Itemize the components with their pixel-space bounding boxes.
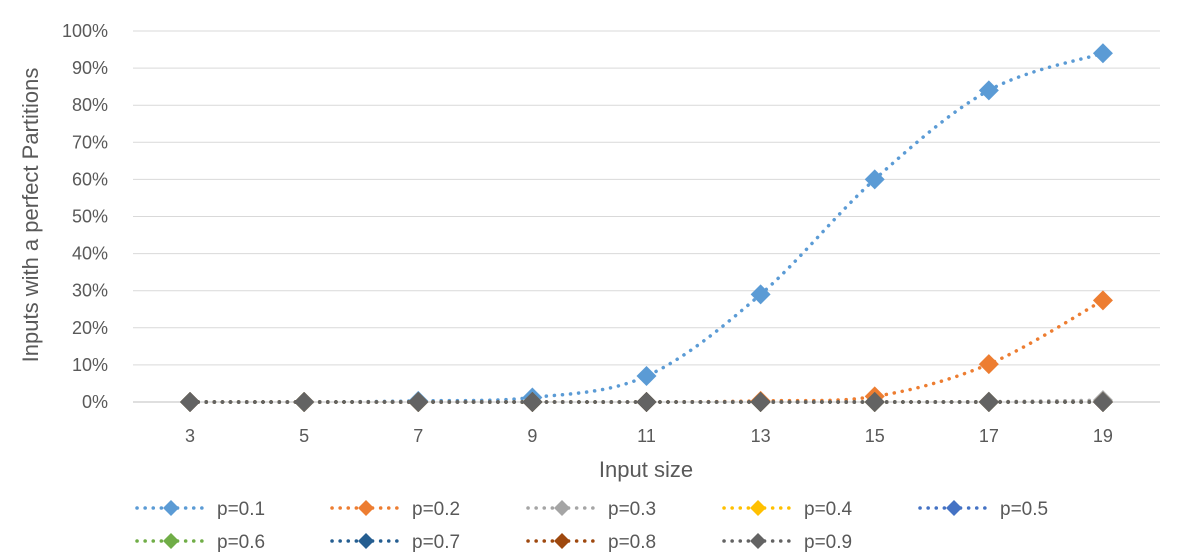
- series-layer: [180, 43, 1113, 412]
- legend-label: p=0.6: [217, 532, 265, 553]
- legend-marker: [750, 533, 766, 549]
- series-line: [188, 298, 1105, 404]
- y-tick-label: 80%: [72, 95, 108, 115]
- data-point: [1092, 290, 1113, 311]
- y-tick-label: 0%: [82, 392, 108, 412]
- y-tick-label: 20%: [72, 318, 108, 338]
- x-axis-ticks: 3 5 7 9 11 13 15 17 19: [185, 426, 1113, 446]
- legend-item: p=0.8: [526, 532, 656, 553]
- y-tick-label: 40%: [72, 244, 108, 264]
- legend-item: p=0.1: [135, 499, 265, 520]
- data-point: [636, 366, 657, 387]
- legend-marker: [554, 500, 570, 516]
- x-tick-label: 17: [979, 426, 999, 446]
- legend-item: p=0.3: [526, 499, 656, 520]
- legend-label: p=0.5: [1000, 499, 1048, 520]
- y-tick-label: 50%: [72, 207, 108, 227]
- data-point: [978, 392, 999, 412]
- legend-item: p=0.2: [330, 499, 460, 520]
- legend-label: p=0.2: [412, 499, 460, 520]
- x-tick-label: 7: [413, 426, 423, 446]
- series-p=0.9: [180, 392, 1113, 412]
- y-tick-label: 70%: [72, 132, 108, 152]
- data-point: [750, 392, 771, 412]
- legend-item: p=0.7: [330, 532, 460, 553]
- data-point: [978, 80, 999, 101]
- legend-item: p=0.4: [722, 499, 853, 520]
- legend-label: p=0.1: [217, 499, 265, 520]
- legend-label: p=0.8: [608, 532, 656, 553]
- legend-item: p=0.5: [918, 499, 1048, 520]
- data-point: [1092, 43, 1113, 64]
- legend-label: p=0.3: [608, 499, 656, 520]
- data-point: [636, 392, 657, 412]
- x-tick-label: 15: [865, 426, 885, 446]
- legend-marker: [554, 533, 570, 549]
- x-tick-label: 9: [527, 426, 537, 446]
- series-p=0.1: [180, 43, 1113, 412]
- y-axis-title: Inputs with a perfect Partitions: [18, 68, 43, 363]
- legend-label: p=0.7: [412, 532, 460, 553]
- y-axis-ticks: 0% 10% 20% 30% 40% 50% 60% 70% 80% 90% 100%: [62, 21, 108, 412]
- legend-marker: [946, 500, 962, 516]
- data-point: [522, 392, 543, 412]
- legend-item: p=0.9: [722, 532, 852, 553]
- x-tick-label: 13: [751, 426, 771, 446]
- data-point: [1092, 392, 1113, 412]
- legend-marker: [750, 500, 766, 516]
- y-tick-label: 30%: [72, 281, 108, 301]
- data-point: [978, 354, 999, 375]
- legend-marker: [163, 533, 179, 549]
- x-tick-label: 5: [299, 426, 309, 446]
- gridlines: [133, 30, 1160, 403]
- x-axis-title: Input size: [599, 457, 693, 482]
- legend-label: p=0.4: [804, 499, 853, 520]
- data-point: [294, 392, 315, 412]
- y-tick-label: 60%: [72, 169, 108, 189]
- y-tick-label: 100%: [62, 21, 108, 41]
- legend-item: p=0.6: [135, 532, 265, 553]
- legend-marker: [358, 533, 374, 549]
- x-tick-label: 19: [1093, 426, 1113, 446]
- data-point: [408, 392, 429, 412]
- y-tick-label: 10%: [72, 355, 108, 375]
- data-point: [864, 169, 885, 190]
- legend-marker: [163, 500, 179, 516]
- x-tick-label: 11: [637, 426, 656, 446]
- legend-label: p=0.9: [804, 532, 852, 553]
- data-point: [864, 392, 885, 412]
- data-point: [750, 284, 771, 305]
- legend: p=0.1 p=0.2 p=0.3 p=0.4 p=0.5 p=0.6 p=0.7 p=0.8…: [135, 499, 1048, 553]
- x-tick-label: 3: [185, 426, 195, 446]
- legend-marker: [358, 500, 374, 516]
- y-tick-label: 90%: [72, 58, 108, 78]
- data-point: [180, 392, 201, 412]
